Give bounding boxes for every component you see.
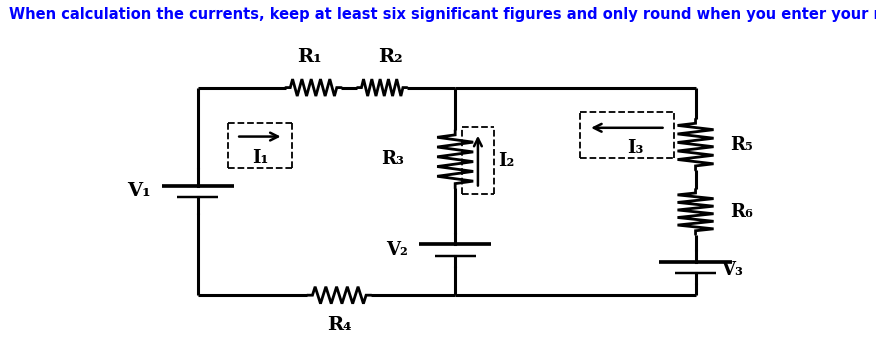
- Text: I₁: I₁: [251, 149, 268, 167]
- Text: R₁: R₁: [297, 48, 321, 66]
- Text: I₃: I₃: [627, 138, 644, 156]
- Text: When calculation the currents, keep at least six significant figures and only ro: When calculation the currents, keep at l…: [9, 7, 876, 22]
- Text: R₆: R₆: [730, 203, 752, 221]
- Text: V₂: V₂: [386, 241, 408, 259]
- Text: V₁: V₁: [127, 182, 151, 200]
- Text: R₅: R₅: [730, 136, 752, 154]
- Text: V₃: V₃: [721, 261, 743, 279]
- Text: R₃: R₃: [381, 150, 404, 168]
- Text: R₂: R₂: [378, 48, 403, 66]
- Text: R₄: R₄: [327, 316, 351, 334]
- Text: I₂: I₂: [498, 152, 514, 170]
